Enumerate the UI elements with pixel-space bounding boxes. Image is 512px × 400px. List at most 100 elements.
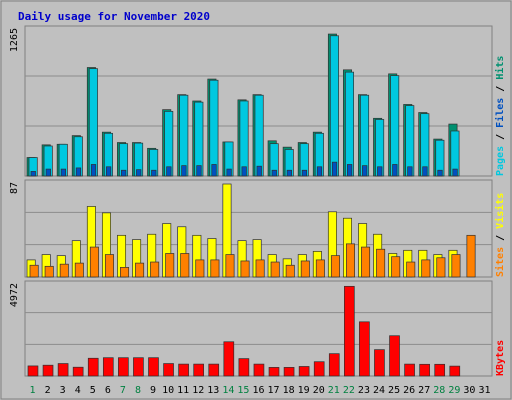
x-tick-label-day-6: 6 — [105, 385, 111, 396]
x-tick-label-day-24: 24 — [373, 385, 385, 396]
bar-sites-day-18 — [285, 264, 295, 278]
x-tick-label-day-31: 31 — [478, 385, 490, 396]
bar-pages-day-12 — [196, 165, 202, 177]
bar-kbytes-day-3 — [57, 363, 69, 377]
x-tick-label-day-21: 21 — [328, 385, 340, 396]
axis-label-visits: Visits — [494, 193, 506, 229]
bar-sites-day-20 — [315, 259, 325, 278]
bar-sites-day-16 — [255, 259, 265, 278]
bar-pages-day-19 — [301, 169, 308, 177]
x-tick-label-day-18: 18 — [283, 385, 295, 396]
panel-3-axis-label: KBytes — [495, 340, 506, 376]
bar-kbytes-day-11 — [178, 363, 189, 377]
bar-pages-day-8 — [136, 169, 142, 177]
x-tick-label-day-30: 30 — [463, 385, 475, 396]
x-tick-label-day-28: 28 — [433, 385, 445, 396]
bar-kbytes-day-23 — [359, 321, 370, 377]
bar-pages-day-2 — [45, 168, 51, 177]
panel-2-ymax-label: 87 — [9, 182, 20, 194]
axis-label--: / — [495, 229, 506, 247]
bar-pages-day-11 — [181, 165, 187, 177]
bar-sites-day-14 — [225, 254, 235, 278]
bar-sites-day-23 — [361, 246, 371, 278]
bar-kbytes-day-19 — [298, 366, 310, 377]
bar-kbytes-day-24 — [374, 349, 385, 377]
x-tick-label-day-20: 20 — [313, 385, 325, 396]
x-tick-label-day-22: 22 — [343, 385, 355, 396]
bar-files-day-26 — [405, 105, 415, 177]
axis-label-files: Files — [494, 98, 506, 128]
bar-pages-day-13 — [211, 164, 217, 177]
axis-label-kbytes: KBytes — [495, 340, 506, 376]
bar-pages-day-7 — [121, 169, 127, 177]
bar-kbytes-day-10 — [163, 363, 174, 377]
bar-files-day-16 — [254, 94, 264, 177]
x-tick-label-day-12: 12 — [192, 385, 204, 396]
bar-sites-day-25 — [391, 256, 401, 278]
bar-pages-day-17 — [271, 169, 277, 177]
bar-pages-day-21 — [331, 161, 338, 177]
bar-kbytes-day-18 — [283, 367, 295, 377]
bar-kbytes-day-2 — [42, 364, 54, 377]
x-tick-label-day-10: 10 — [162, 385, 174, 396]
bar-kbytes-day-1 — [27, 365, 39, 377]
bar-sites-day-27 — [421, 259, 431, 278]
bar-sites-day-12 — [195, 259, 205, 278]
bar-kbytes-day-15 — [238, 358, 250, 377]
bar-pages-day-1 — [30, 171, 36, 177]
bar-files-day-23 — [360, 94, 370, 177]
x-tick-label-day-16: 16 — [252, 385, 264, 396]
x-tick-label-day-14: 14 — [222, 385, 234, 396]
bar-kbytes-day-5 — [87, 357, 99, 377]
bar-pages-day-28 — [437, 169, 443, 177]
x-tick-label-day-17: 17 — [268, 385, 280, 396]
bar-kbytes-day-16 — [253, 363, 265, 377]
bar-kbytes-day-21 — [328, 353, 340, 377]
bar-files-day-12 — [194, 101, 204, 177]
x-tick-label-day-29: 29 — [448, 385, 460, 396]
panel-1-ymax-label: 1265 — [9, 28, 20, 52]
x-tick-label-day-25: 25 — [388, 385, 400, 396]
bar-pages-day-25 — [392, 164, 398, 177]
bar-kbytes-day-22 — [344, 285, 355, 377]
bar-sites-day-11 — [180, 253, 190, 278]
bar-files-day-22 — [345, 71, 354, 177]
bar-sites-day-9 — [150, 261, 160, 278]
x-tick-label-day-23: 23 — [358, 385, 370, 396]
axis-label--: / — [495, 80, 506, 98]
bar-sites-day-26 — [406, 261, 416, 278]
bar-pages-day-27 — [422, 166, 428, 177]
bar-pages-day-22 — [347, 164, 353, 177]
bar-files-day-25 — [390, 75, 400, 177]
bar-kbytes-day-13 — [208, 363, 220, 377]
bar-pages-day-6 — [105, 166, 112, 177]
x-tick-label-day-8: 8 — [135, 385, 141, 396]
x-tick-label-day-15: 15 — [237, 385, 249, 396]
x-tick-label-day-4: 4 — [75, 385, 81, 396]
bar-pages-day-16 — [256, 165, 262, 177]
bar-files-day-5 — [88, 68, 98, 177]
bar-sites-day-2 — [44, 265, 54, 278]
panel-2-axis-label: Sites / Visits — [494, 193, 506, 277]
bar-kbytes-day-14 — [223, 341, 235, 377]
bar-kbytes-day-25 — [389, 335, 400, 377]
panel-3-frame — [24, 280, 493, 377]
bar-kbytes-day-12 — [193, 363, 205, 377]
bar-sites-day-21 — [330, 255, 340, 278]
bar-pages-day-26 — [407, 166, 413, 177]
x-tick-label-day-3: 3 — [60, 385, 66, 396]
axis-label-pages: Pages — [495, 146, 506, 176]
bar-sites-day-10 — [165, 253, 175, 278]
x-tick-label-day-13: 13 — [207, 385, 219, 396]
x-tick-label-day-11: 11 — [177, 385, 189, 396]
bar-sites-day-1 — [29, 264, 39, 278]
bar-files-day-15 — [239, 100, 249, 177]
axis-label-hits: Hits — [494, 56, 506, 80]
axis-label-sites: Sites — [494, 247, 506, 277]
bar-pages-day-3 — [60, 168, 67, 177]
bar-sites-day-29 — [451, 254, 461, 278]
bar-sites-day-13 — [210, 259, 220, 278]
bar-kbytes-day-9 — [148, 357, 159, 377]
